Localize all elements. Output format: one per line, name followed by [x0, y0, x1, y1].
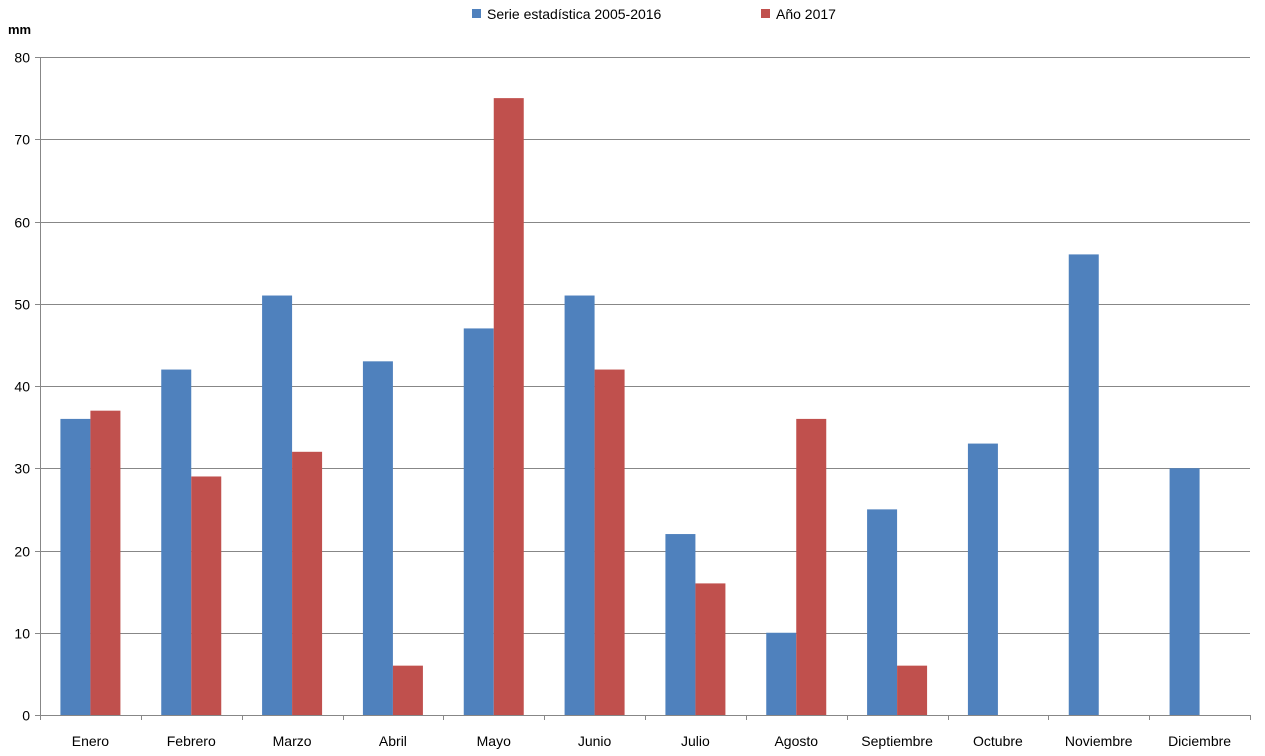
x-tick-label: Noviembre: [1065, 733, 1133, 749]
x-tick-label: Diciembre: [1168, 733, 1231, 749]
y-tick-label: 0: [22, 708, 30, 724]
bar-1-octubre: [967, 443, 998, 715]
bar-2-febrero: [191, 476, 222, 715]
bar-1-mayo: [463, 328, 494, 715]
y-tick-label: 20: [14, 544, 30, 560]
x-tick-label: Enero: [72, 733, 110, 749]
bar-2-marzo: [292, 451, 323, 715]
y-tick-label: 40: [14, 379, 30, 395]
x-tick-label: Agosto: [774, 733, 818, 749]
bars: [60, 98, 1200, 715]
bar-2-mayo: [493, 98, 524, 715]
legend-label-series-1: Serie estadística 2005-2016: [487, 6, 662, 22]
bar-1-diciembre: [1169, 468, 1200, 715]
bar-1-abril: [362, 361, 393, 715]
y-axis-label: mm: [8, 22, 31, 37]
x-tick-label: Abril: [379, 733, 407, 749]
x-tick-label: Mayo: [477, 733, 511, 749]
y-tick-label: 60: [14, 215, 30, 231]
x-tick-label: Junio: [578, 733, 612, 749]
y-tick-label: 80: [14, 50, 30, 66]
bar-1-julio: [665, 534, 696, 715]
x-tick-label: Septiembre: [861, 733, 933, 749]
y-tick-label: 10: [14, 626, 30, 642]
bar-2-junio: [594, 369, 625, 715]
x-tick-labels: Enero Febrero Marzo Abril Mayo Junio Julio Agos…: [72, 733, 1232, 749]
y-tick-label: 30: [14, 461, 30, 477]
gridlines: [35, 57, 1250, 716]
x-tick-label: Marzo: [273, 733, 312, 749]
x-tick-label: Febrero: [167, 733, 216, 749]
bar-1-febrero: [161, 369, 192, 715]
legend: Serie estadística 2005-2016 Año 2017: [472, 6, 836, 22]
bar-2-septiembre: [897, 665, 928, 715]
bar-1-septiembre: [867, 509, 898, 715]
legend-swatch-series-2: [761, 9, 770, 18]
y-tick-label: 70: [14, 132, 30, 148]
bar-1-agosto: [766, 632, 797, 715]
y-tick-labels: 0 10 20 30 40 50 60 70 80: [14, 50, 30, 724]
bar-2-agosto: [796, 418, 827, 715]
x-tick-label: Octubre: [973, 733, 1023, 749]
bar-1-marzo: [262, 295, 293, 715]
bar-2-julio: [695, 583, 726, 715]
legend-swatch-series-1: [472, 9, 481, 18]
legend-label-series-2: Año 2017: [776, 6, 836, 22]
bar-2-enero: [90, 410, 121, 715]
bar-1-junio: [564, 295, 595, 715]
bar-1-noviembre: [1068, 254, 1099, 715]
x-tick-label: Julio: [681, 733, 710, 749]
y-tick-label: 50: [14, 297, 30, 313]
bar-2-abril: [392, 665, 423, 715]
bar-1-enero: [60, 418, 91, 715]
axes: [40, 57, 1251, 720]
